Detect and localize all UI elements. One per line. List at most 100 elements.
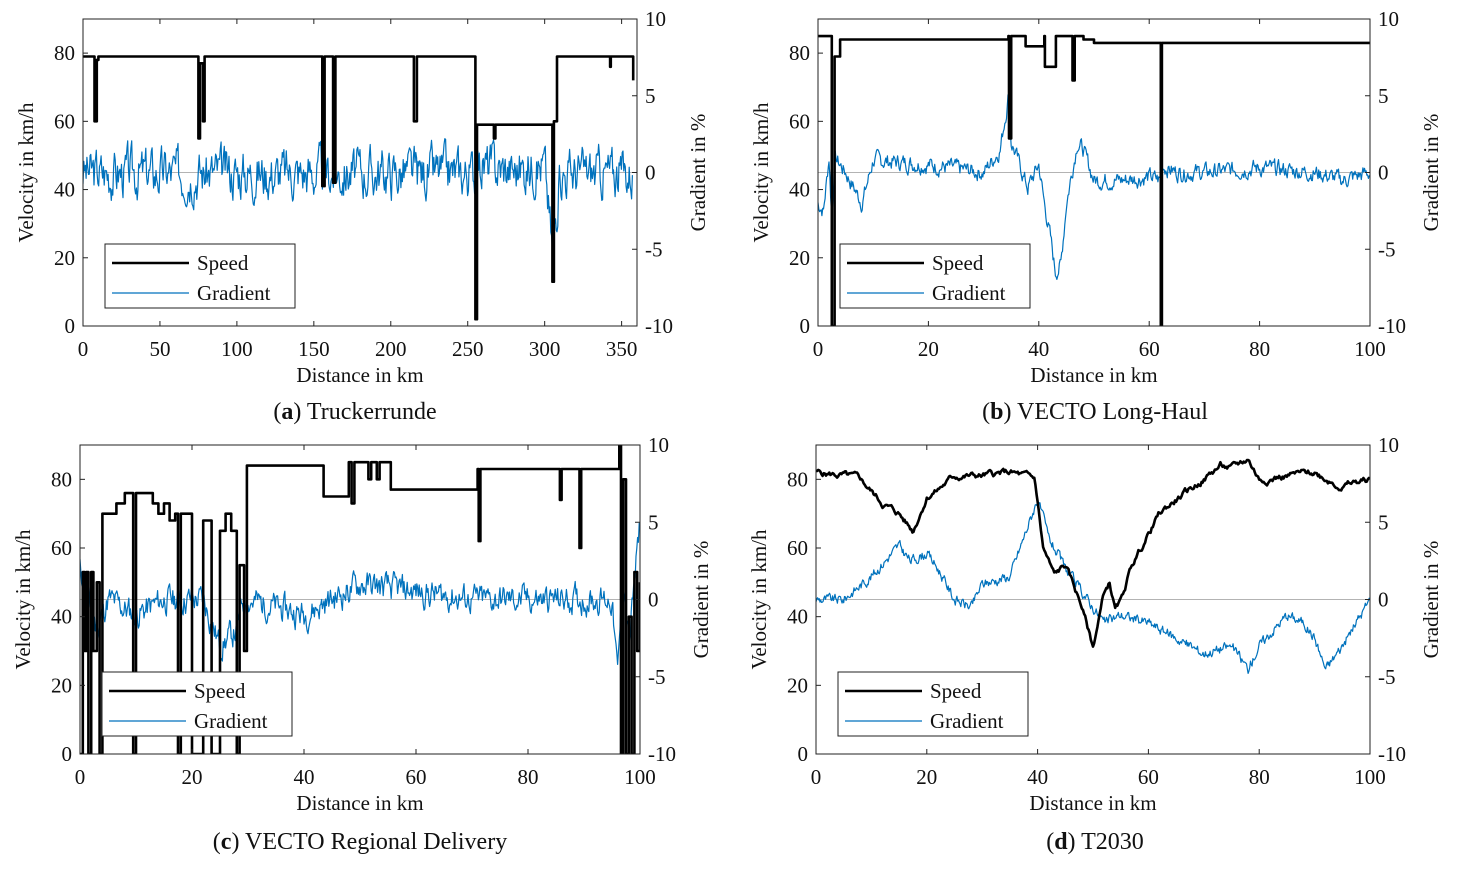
x-tick-label: 60 (1138, 765, 1159, 789)
y-tick-label-left: 0 (65, 314, 76, 338)
subplot-c: 0 20 40 60 80 100 0 20 40 60 80 -10 -5 0 5 10 Distance i… (11, 433, 713, 815)
y-tick-label-right: -10 (1378, 742, 1406, 766)
legend-box (839, 243, 1031, 309)
legend-label-speed: Speed (932, 251, 984, 275)
x-axis-label: Distance in km (1029, 791, 1156, 815)
legend: Speed Gradient (837, 671, 1029, 737)
caption-c: (c) VECTO Regional Delivery (212, 829, 508, 855)
x-tick-label: 40 (1028, 337, 1049, 361)
x-tick-label: 20 (918, 337, 939, 361)
x-tick-label: 40 (294, 765, 315, 789)
legend: Speed Gradient (839, 243, 1031, 309)
x-tick-label: 0 (78, 337, 89, 361)
caption-c-text: VECTO Regional Delivery (245, 829, 508, 855)
y-axis-label-right: Gradient in % (1419, 114, 1443, 232)
legend: Speed Gradient (104, 243, 296, 309)
x-tick-label: 150 (298, 337, 330, 361)
plot-area (818, 34, 1370, 326)
y-tick-label-right: 0 (1378, 588, 1389, 612)
legend: Speed Gradient (101, 671, 293, 737)
y-tick-label-right: 0 (645, 161, 656, 185)
x-tick-label: 100 (1354, 337, 1386, 361)
y-axis-label-right: Gradient in % (1419, 541, 1443, 659)
y-tick-label-left: 60 (789, 109, 810, 133)
caption-b-text: VECTO Long-Haul (1017, 399, 1208, 425)
y-tick-label-left: 20 (54, 246, 75, 270)
caption-d-text: T2030 (1081, 829, 1144, 855)
y-tick-label-right: 5 (1378, 84, 1389, 108)
legend-box (837, 671, 1029, 737)
x-tick-label: 20 (916, 765, 937, 789)
series-gradient-line (816, 502, 1370, 674)
x-tick-label: 80 (518, 765, 539, 789)
x-tick-label: 0 (811, 765, 822, 789)
series-gradient-line (818, 94, 1370, 280)
y-tick-label-right: 5 (1378, 510, 1389, 534)
caption-b-letter: b (990, 399, 1004, 425)
x-tick-label: 60 (1139, 337, 1160, 361)
legend-label-gradient: Gradient (194, 709, 268, 733)
y-tick-label-right: -5 (1378, 237, 1396, 261)
y-tick-label-left: 60 (51, 536, 72, 560)
x-tick-label: 60 (406, 765, 427, 789)
legend-label-speed: Speed (197, 251, 249, 275)
caption-a: (a) Truckerrunde (273, 399, 437, 425)
y-tick-label-left: 60 (54, 109, 75, 133)
caption-a-letter: a (281, 399, 294, 425)
x-axis-label: Distance in km (1030, 363, 1157, 387)
series-speed-line (816, 458, 1370, 648)
caption-d: (d) T2030 (1046, 829, 1144, 855)
x-tick-label: 0 (813, 337, 824, 361)
y-tick-label-left: 40 (789, 178, 810, 202)
x-tick-label: 100 (221, 337, 253, 361)
x-tick-label: 80 (1249, 765, 1270, 789)
y-tick-label-right: -10 (1378, 314, 1406, 338)
y-axis-label-left: Velocity in km/h (747, 529, 771, 669)
y-tick-label-right: 5 (648, 510, 659, 534)
x-tick-label: 20 (182, 765, 203, 789)
y-tick-label-left: 80 (51, 467, 72, 491)
y-tick-label-left: 40 (787, 605, 808, 629)
series-speed-line (818, 34, 1370, 326)
y-axis-label-right: Gradient in % (686, 114, 710, 232)
y-tick-label-right: -10 (645, 314, 673, 338)
x-tick-label: 0 (75, 765, 86, 789)
y-axis-label-left: Velocity in km/h (11, 529, 35, 669)
y-axis-label-left: Velocity in km/h (749, 102, 773, 242)
y-tick-label-left: 20 (789, 246, 810, 270)
subplot-d: 0 20 40 60 80 100 0 20 40 60 80 -10 -5 0 5 10 Distance i… (747, 433, 1443, 815)
legend-label-speed: Speed (930, 679, 982, 703)
series-speed-line (83, 55, 635, 321)
x-tick-label: 100 (1354, 765, 1386, 789)
y-tick-label-right: 5 (645, 84, 656, 108)
subplot-a: 0 50 100 150 200 250 300 350 0 20 40 60 80 -10 -5 0 5 10 D… (14, 7, 710, 387)
y-tick-label-left: 80 (787, 467, 808, 491)
caption-c-letter: c (220, 829, 232, 855)
y-tick-label-right: 0 (648, 588, 659, 612)
y-tick-label-left: 20 (787, 673, 808, 697)
y-axis-label-right: Gradient in % (689, 541, 713, 659)
y-tick-label-right: -5 (1378, 665, 1396, 689)
y-tick-label-left: 0 (62, 742, 73, 766)
x-tick-label: 100 (624, 765, 656, 789)
x-tick-label: 50 (149, 337, 170, 361)
y-tick-label-left: 40 (51, 605, 72, 629)
y-tick-label-right: 10 (648, 433, 669, 457)
legend-box (104, 243, 296, 309)
y-tick-label-left: 80 (789, 41, 810, 65)
x-tick-label: 40 (1027, 765, 1048, 789)
caption-a-text: Truckerrunde (306, 399, 437, 425)
series-gradient-line (80, 522, 640, 665)
y-tick-label-left: 40 (54, 178, 75, 202)
y-tick-label-right: 10 (1378, 433, 1399, 457)
y-tick-label-right: -5 (645, 237, 663, 261)
x-axis-label: Distance in km (296, 363, 423, 387)
y-tick-label-right: -5 (648, 665, 666, 689)
x-tick-label: 350 (606, 337, 638, 361)
x-tick-label: 300 (529, 337, 561, 361)
plot-area (816, 458, 1370, 674)
x-tick-label: 80 (1249, 337, 1270, 361)
series-gradient-line (83, 138, 633, 247)
series-speed-line (80, 445, 640, 754)
